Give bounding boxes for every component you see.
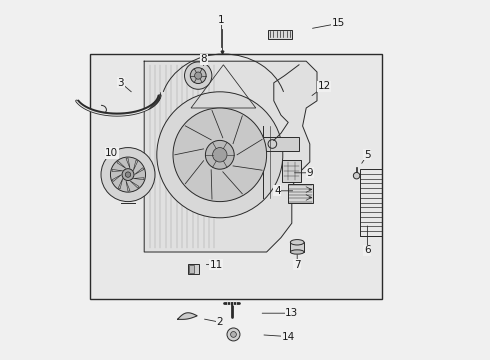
FancyBboxPatch shape — [90, 54, 382, 299]
FancyBboxPatch shape — [269, 30, 292, 39]
Polygon shape — [126, 158, 130, 168]
Polygon shape — [112, 175, 122, 181]
FancyBboxPatch shape — [189, 265, 194, 273]
Text: 12: 12 — [318, 81, 331, 91]
Circle shape — [157, 92, 283, 218]
Circle shape — [173, 108, 267, 202]
FancyBboxPatch shape — [288, 184, 314, 203]
Circle shape — [110, 157, 146, 192]
Circle shape — [213, 148, 227, 162]
Polygon shape — [133, 161, 138, 171]
Ellipse shape — [291, 240, 304, 245]
Text: 2: 2 — [217, 317, 223, 327]
Circle shape — [205, 140, 234, 169]
Polygon shape — [118, 179, 123, 189]
Text: 3: 3 — [118, 78, 124, 88]
Circle shape — [353, 172, 360, 179]
Polygon shape — [263, 137, 299, 151]
Circle shape — [185, 62, 212, 89]
Polygon shape — [144, 61, 317, 252]
Text: 11: 11 — [210, 260, 223, 270]
Polygon shape — [134, 168, 144, 175]
Text: 7: 7 — [294, 260, 300, 270]
Text: 9: 9 — [306, 168, 313, 178]
Circle shape — [125, 172, 131, 177]
Text: 4: 4 — [274, 186, 281, 196]
Circle shape — [195, 72, 202, 79]
Circle shape — [190, 68, 206, 84]
Text: 5: 5 — [364, 150, 371, 160]
Polygon shape — [130, 181, 139, 188]
Circle shape — [101, 148, 155, 202]
Circle shape — [122, 168, 134, 180]
Text: 14: 14 — [282, 332, 295, 342]
Circle shape — [227, 328, 240, 341]
FancyBboxPatch shape — [188, 264, 199, 274]
Ellipse shape — [291, 250, 304, 254]
Text: 10: 10 — [105, 148, 119, 158]
FancyBboxPatch shape — [291, 242, 304, 252]
Polygon shape — [133, 178, 144, 180]
Polygon shape — [126, 181, 130, 192]
Circle shape — [231, 332, 236, 337]
Polygon shape — [112, 170, 123, 171]
Polygon shape — [178, 313, 197, 319]
Text: 15: 15 — [332, 18, 345, 28]
Text: 13: 13 — [285, 308, 298, 318]
FancyBboxPatch shape — [282, 160, 301, 182]
Text: 1: 1 — [218, 15, 225, 25]
Text: 8: 8 — [200, 54, 207, 64]
Polygon shape — [117, 161, 126, 168]
Text: 6: 6 — [364, 245, 371, 255]
